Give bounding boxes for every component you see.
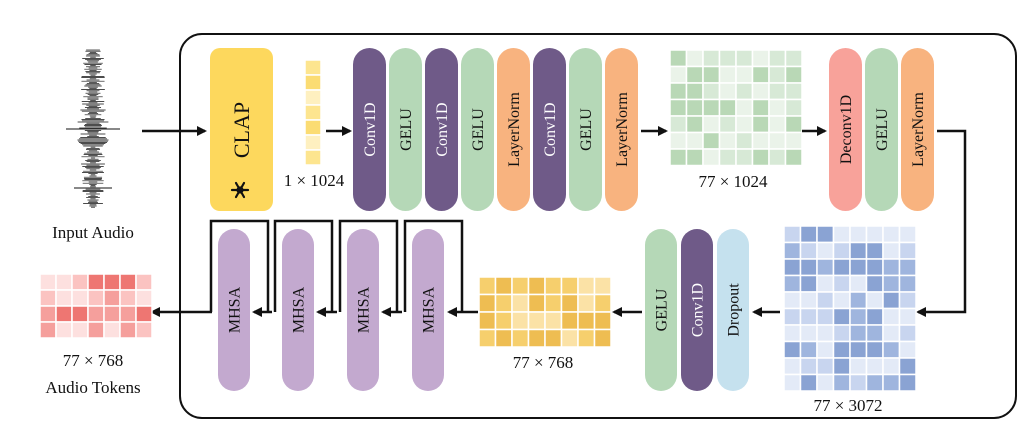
mhsa-label: MHSA: [291, 286, 308, 333]
decoder-block-3: LayerNorm: [901, 48, 934, 211]
mhsa-label: MHSA: [356, 286, 373, 333]
encoder-block-label: GELU: [578, 108, 595, 151]
matrix-blue-label: 77 × 3072: [813, 396, 882, 415]
decoder-block-label: GELU: [874, 108, 891, 151]
decoder-block-1: Deconv1D: [829, 48, 862, 211]
pipeline-frame: [179, 33, 1017, 419]
encoder-block-label: Conv1D: [542, 102, 559, 156]
encoder-block-label: LayerNorm: [506, 92, 523, 167]
mhsa-block-2: MHSA: [252, 219, 334, 391]
encoder-block-6: Conv1D: [533, 48, 566, 211]
clap-embedding-vector: [304, 59, 322, 166]
projection-block-2: Conv1D: [681, 229, 713, 391]
arrow-decoder-to-blue-matrix: [916, 129, 967, 317]
encoder-block-label: GELU: [470, 108, 487, 151]
projection-block-3: Dropout: [717, 229, 749, 391]
decoder-block-2: GELU: [865, 48, 898, 211]
encoder-block-label: GELU: [398, 108, 415, 151]
residual-connection: [209, 219, 270, 312]
encoder-block-label: Conv1D: [362, 102, 379, 156]
projection-block-label: Dropout: [726, 283, 743, 337]
output-label: Audio Tokens: [45, 378, 140, 397]
encoder-block-label: LayerNorm: [614, 92, 631, 167]
clap-block: [210, 48, 273, 211]
decoder-block-stack: Deconv1D GELU LayerNorm: [829, 48, 934, 211]
mhsa-block-1: MHSA: [209, 219, 270, 391]
projection-block-label: Conv1D: [690, 283, 707, 337]
mhsa-block-3: MHSA: [316, 219, 399, 391]
matrix-yellow-label: 77 × 768: [513, 353, 574, 372]
matrix-green-label: 77 × 1024: [698, 172, 768, 191]
mhsa-block-stack: MHSA MHSA MHSA MHSA: [209, 219, 464, 391]
residual-connection: [273, 219, 334, 312]
encoder-block-5: LayerNorm: [497, 48, 530, 211]
mhsa-label: MHSA: [421, 286, 438, 333]
encoder-block-8: LayerNorm: [605, 48, 638, 211]
mhsa-block-4: MHSA: [381, 219, 464, 391]
snowflake-icon: [230, 181, 250, 199]
encoder-block-7: GELU: [569, 48, 602, 211]
encoder-block-2: GELU: [389, 48, 422, 211]
clap-output-dim: 1 × 1024: [284, 171, 345, 190]
output-dim-label: 77 × 768: [63, 351, 124, 370]
audio-tokens-matrix: [39, 273, 153, 339]
encoder-block-stack: Conv1D GELU Conv1D GELU LayerNorm Conv1D GELU L…: [353, 48, 638, 211]
encoder-block-label: Conv1D: [434, 102, 451, 156]
encoder-block-4: GELU: [461, 48, 494, 211]
matrix-77x1024: [669, 49, 803, 167]
matrix-77x768-intermediate: [478, 276, 612, 348]
input-audio-label: Input Audio: [52, 223, 134, 242]
decoder-block-label: Deconv1D: [838, 95, 855, 164]
residual-connection: [338, 219, 399, 312]
decoder-block-label: LayerNorm: [910, 92, 927, 167]
clap-label: CLAP: [229, 102, 254, 158]
audio-waveform-icon: [66, 49, 120, 208]
mhsa-label: MHSA: [227, 286, 244, 333]
projection-block-stack: GELU Conv1D Dropout: [645, 229, 749, 391]
encoder-block-3: Conv1D: [425, 48, 458, 211]
encoder-block-1: Conv1D: [353, 48, 386, 211]
residual-connection: [403, 219, 464, 312]
projection-block-label: GELU: [654, 288, 671, 331]
matrix-77x3072: [783, 225, 917, 392]
projection-block-1: GELU: [645, 229, 677, 391]
